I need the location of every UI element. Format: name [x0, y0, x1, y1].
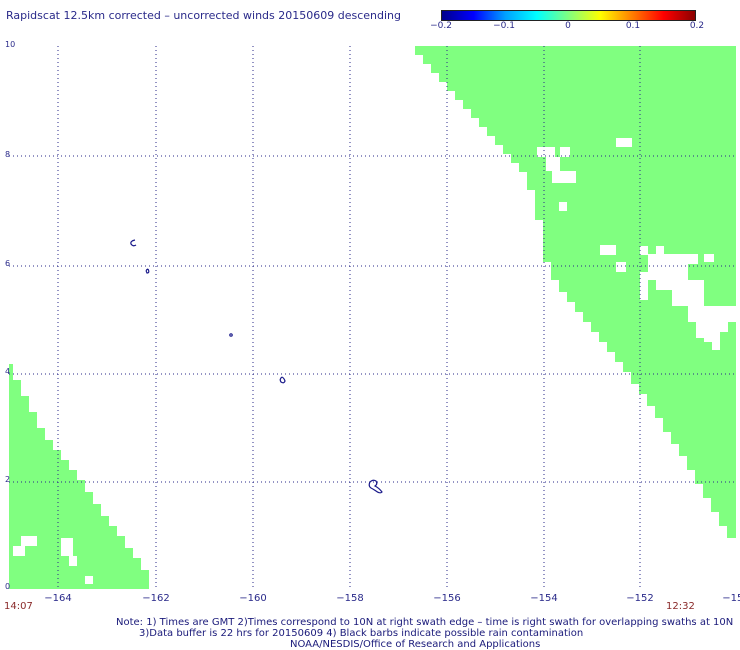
islands	[130, 239, 383, 494]
colorbar-tick-label: 0.2	[689, 21, 705, 31]
island	[279, 376, 286, 384]
x-tick-label: −156	[433, 593, 461, 604]
y-tick-label: 0	[5, 582, 11, 591]
colorbar-tick-label: −0.1	[493, 21, 515, 31]
colorbar	[441, 10, 696, 21]
y-tick-label: 6	[5, 259, 11, 268]
island	[368, 479, 383, 494]
x-tick-label: −150	[722, 593, 740, 604]
island	[130, 239, 137, 247]
x-tick-label: −152	[626, 593, 654, 604]
left-missing-data-patches	[13, 536, 93, 584]
footnote-line-2: 3)Data buffer is 22 hrs for 20150609 4) …	[139, 628, 584, 639]
missing-data-patches	[537, 138, 736, 350]
y-tick-label: 8	[5, 150, 11, 159]
x-tick-label: −162	[142, 593, 170, 604]
x-tick-label: −160	[239, 593, 267, 604]
x-tick-label: −154	[530, 593, 558, 604]
colorbar-tick-label: 0.1	[625, 21, 641, 31]
island	[145, 268, 150, 274]
footnote-line-1: Note: 1) Times are GMT 2)Times correspon…	[116, 617, 734, 628]
left-swath	[9, 364, 149, 589]
y-tick-label: 2	[5, 475, 11, 484]
colorbar-tick-label: −0.2	[430, 21, 452, 31]
island	[229, 333, 233, 337]
right-swath	[407, 46, 736, 538]
y-tick-label: 4	[5, 367, 11, 376]
swath-time-left: 14:07	[4, 601, 33, 612]
y-tick-label: 10	[5, 40, 16, 49]
x-tick-label: −158	[336, 593, 364, 604]
swath-time-right: 12:32	[666, 601, 695, 612]
grid	[9, 46, 736, 589]
map-title: Rapidscat 12.5km corrected – uncorrected…	[6, 9, 402, 22]
x-tick-label: −164	[44, 593, 72, 604]
footnote-line-3: NOAA/NESDIS/Office of Research and Appli…	[290, 639, 541, 650]
colorbar-tick-label: 0	[565, 21, 571, 31]
